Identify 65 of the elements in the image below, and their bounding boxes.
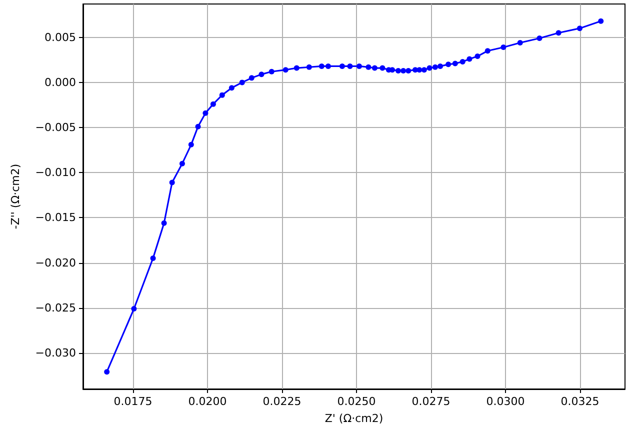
x-axis-title: Z' (Ω·cm2) [324, 412, 384, 425]
point [366, 64, 372, 70]
point [446, 62, 452, 68]
point [416, 67, 422, 73]
y-tick-label: −0.020 [35, 256, 76, 270]
point [466, 56, 472, 62]
y-tick-label: −0.005 [35, 121, 76, 134]
point [460, 58, 466, 64]
y-tick-label: −0.025 [35, 301, 76, 314]
point [258, 72, 264, 78]
point [268, 68, 274, 74]
point [150, 256, 156, 262]
x-tick-label: 0.0325 [560, 395, 600, 408]
point [188, 142, 194, 148]
y-tick-label: 0.005 [44, 30, 76, 44]
point [294, 65, 300, 71]
point [248, 75, 254, 81]
point [438, 63, 444, 69]
point [556, 30, 562, 36]
point [576, 26, 582, 32]
x-tick-label: 0.0200 [188, 395, 227, 408]
point [500, 44, 506, 50]
point [396, 68, 401, 74]
point [432, 64, 438, 70]
y-tick-label: −0.015 [35, 211, 76, 224]
point [517, 40, 523, 46]
point [406, 68, 412, 74]
point [131, 306, 137, 312]
point [400, 68, 406, 74]
x-tick-label: 0.0225 [262, 395, 302, 408]
x-tick-label: 0.0250 [337, 395, 376, 408]
y-tick-label: −0.010 [35, 166, 76, 180]
point [202, 110, 208, 116]
point [306, 64, 312, 70]
point [536, 36, 542, 42]
point [228, 85, 234, 91]
point [239, 80, 245, 86]
point [372, 65, 378, 71]
point [282, 67, 288, 73]
y-axis-title: -Z'' (Ω·cm2) [9, 164, 22, 230]
point [484, 48, 490, 54]
x-tick-label: 0.0275 [412, 395, 450, 408]
point [318, 63, 324, 69]
point [179, 160, 185, 166]
point [219, 92, 225, 98]
point [426, 65, 432, 71]
point [598, 18, 604, 24]
point [390, 67, 396, 73]
point [339, 63, 345, 69]
x-tick-label: 0.0300 [486, 395, 525, 408]
point [347, 63, 353, 69]
point [421, 67, 427, 73]
point [452, 60, 458, 66]
point [161, 220, 167, 226]
point [210, 101, 216, 107]
point [474, 54, 480, 60]
point [325, 63, 331, 69]
point [169, 180, 175, 186]
y-tick-label: −0.030 [35, 346, 76, 360]
point [104, 369, 110, 375]
point [195, 124, 201, 130]
x-tick-label: 0.0175 [114, 395, 152, 408]
point [356, 63, 362, 69]
y-tick-label: 0.000 [44, 76, 76, 89]
point [380, 65, 386, 71]
